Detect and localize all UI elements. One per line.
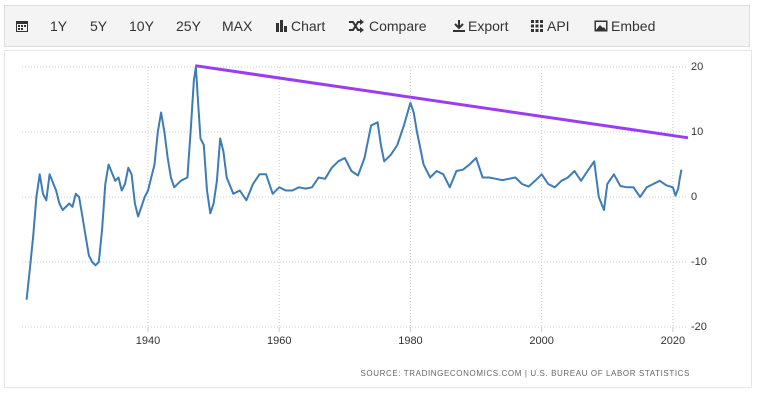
x-tick-label: 1980 [398, 335, 422, 347]
toolbar: 1Y 5Y 10Y 25Y MAX Chart Compare Export A… [4, 5, 750, 47]
api-button[interactable]: API [547, 18, 570, 34]
range-button[interactable]: 25Y [176, 18, 201, 34]
y-tick-label: -20 [691, 321, 707, 333]
export-button[interactable]: Export [468, 18, 509, 34]
series-line [25, 66, 683, 300]
y-tick-label: 20 [691, 61, 703, 73]
chart-container [4, 50, 752, 388]
embed-button[interactable]: Embed [611, 18, 656, 34]
api-icon[interactable] [530, 19, 544, 33]
range-button[interactable]: 5Y [90, 18, 108, 34]
compare-button[interactable]: Compare [369, 18, 427, 34]
chart-icon[interactable] [275, 19, 289, 33]
range-button[interactable]: 1Y [50, 18, 68, 34]
range-button[interactable]: 10Y [129, 18, 154, 34]
trend-line [194, 64, 689, 140]
x-tick-label: 1940 [136, 335, 160, 347]
export-icon[interactable] [452, 19, 466, 33]
x-tick-label: 2000 [529, 335, 553, 347]
calendar-icon[interactable] [15, 19, 29, 33]
chart-button[interactable]: Chart [291, 18, 326, 34]
y-tick-label: -10 [691, 256, 707, 268]
y-tick-label: 0 [691, 191, 697, 203]
x-tick-label: 1960 [267, 335, 291, 347]
compare-icon[interactable] [348, 19, 364, 33]
x-tick-label: 2020 [661, 335, 685, 347]
embed-icon[interactable] [594, 19, 608, 33]
range-button[interactable]: MAX [222, 18, 253, 34]
source-note: SOURCE: TRADINGECONOMICS.COM | U.S. BURE… [360, 369, 690, 378]
y-tick-label: 10 [691, 126, 703, 138]
